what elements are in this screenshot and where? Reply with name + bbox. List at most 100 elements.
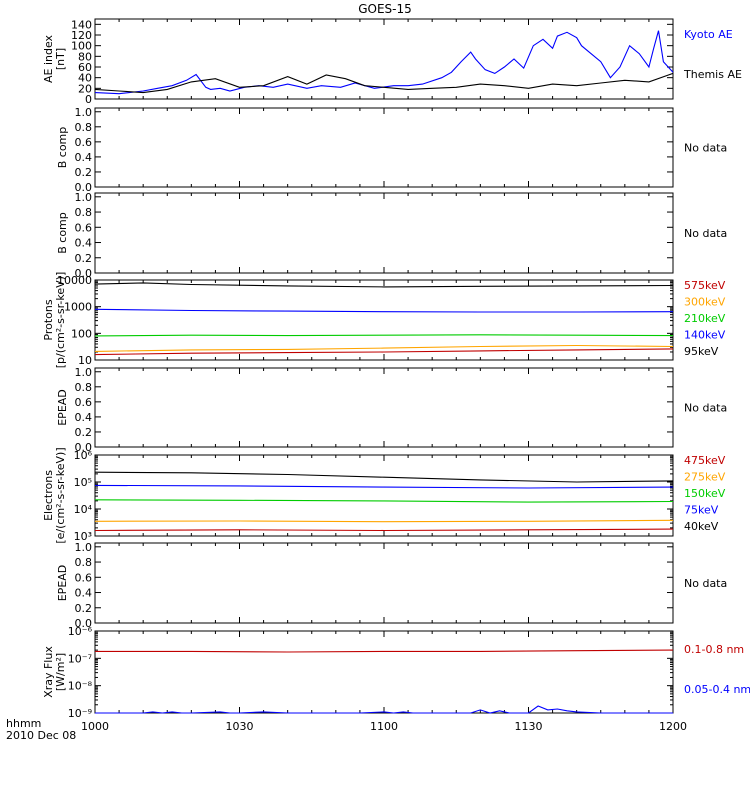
series-label: 40keV [684, 520, 719, 533]
y-tick-label: 1.0 [75, 541, 93, 554]
y-tick-label: 1.0 [75, 191, 93, 204]
x-tick-label: 1030 [226, 720, 254, 733]
y-tick-label: 0.2 [75, 426, 93, 439]
series-label: Themis AE [683, 68, 742, 81]
y-axis-label-line: Electrons [42, 470, 55, 521]
series-label: 210keV [684, 312, 726, 325]
y-tick-label: 0.8 [75, 121, 93, 134]
y-axis-label: Xray Flux[W/m²] [42, 646, 67, 698]
y-tick-label: 10³ [74, 530, 92, 543]
y-tick-label: 60 [78, 61, 92, 74]
y-tick-label: 0.4 [75, 151, 93, 164]
panel-frame [94, 367, 674, 448]
y-tick-label: 100 [71, 40, 92, 53]
y-tick-label: 10⁵ [74, 476, 92, 489]
figure-title: GOES-15 [358, 2, 412, 16]
y-tick-label: 10⁻⁷ [68, 652, 92, 665]
series-40kev [94, 471, 674, 483]
series-label: 300keV [684, 296, 726, 309]
panel-frame [94, 454, 674, 537]
series-label: 95keV [684, 345, 719, 358]
y-tick-label: 120 [71, 29, 92, 42]
series-0-05-0-4-nm [95, 705, 673, 714]
y-tick-label: 20 [78, 82, 92, 95]
y-axis-label-line: AE index [42, 34, 55, 83]
y-tick-label: 0.0 [75, 267, 93, 280]
y-tick-label: 0.0 [75, 617, 93, 630]
x-tick-label: 1130 [515, 720, 543, 733]
y-tick-label: 0.8 [75, 556, 93, 569]
panel-epead1: 0.0 0.2 0.4 0.6 0.8 1.0 EPEAD No data [56, 366, 727, 454]
y-tick-label: 1.0 [75, 366, 93, 379]
y-tick-label: 0.2 [75, 252, 93, 265]
y-tick-label: 0.2 [75, 166, 93, 179]
y-tick-label: 0.0 [75, 181, 93, 194]
no-data-label: No data [684, 142, 727, 155]
y-tick-label: 0.4 [75, 587, 93, 600]
y-tick-label: 10⁻⁶ [68, 625, 93, 638]
series-95kev [94, 282, 674, 288]
y-axis-label-line: Xray Flux [42, 646, 55, 698]
y-tick-label: 0.8 [75, 381, 93, 394]
y-axis-label-line: [W/m²] [54, 653, 67, 691]
series-150kev [94, 499, 674, 503]
series-themis-ae [94, 72, 674, 94]
series-label: 275keV [684, 471, 726, 484]
y-tick-label: 10⁴ [74, 503, 93, 516]
panel-epead2: 0.0 0.2 0.4 0.6 0.8 1.0 EPEAD No data [56, 541, 727, 630]
series-210kev [94, 334, 674, 337]
no-data-label: No data [684, 402, 727, 415]
series-label: 140keV [684, 329, 726, 342]
series-575kev [94, 348, 674, 356]
y-tick-label: 0.6 [75, 571, 93, 584]
y-tick-label: 1.0 [75, 106, 93, 119]
y-tick-label: 10⁻⁸ [68, 680, 93, 693]
series-label: Kyoto AE [684, 28, 733, 41]
y-tick-label: 10⁻⁹ [68, 707, 92, 720]
y-axis-label-line: EPEAD [56, 565, 69, 602]
x-tick-label: 1200 [659, 720, 687, 733]
y-tick-label: 10000 [57, 274, 92, 287]
panel-frame [94, 192, 674, 274]
y-axis-label: Electrons[e/(cm²-s-sr-keV)] [42, 447, 67, 543]
x-axis: 1000 1030 1100 1130 1200 [81, 720, 687, 733]
y-tick-label: 80 [78, 50, 92, 63]
series-label: 0.1-0.8 nm [684, 643, 744, 656]
panel-frame [94, 630, 674, 714]
y-tick-label: 0.6 [75, 221, 93, 234]
series-140kev [94, 308, 674, 313]
y-tick-label: 0.0 [75, 441, 93, 454]
y-axis-label: Protons[p/(cm²-s-sr-keV)] [42, 272, 67, 369]
y-axis-label: EPEAD [56, 389, 69, 426]
y-axis-label-line: B comp [56, 127, 69, 169]
y-axis-label-line: [e/(cm²-s-sr-keV)] [54, 447, 67, 543]
y-axis-label-line: [nT] [54, 48, 67, 70]
panel-frame [94, 107, 674, 188]
y-axis-label: B comp [56, 212, 69, 254]
date-label: 2010 Dec 08 [6, 729, 76, 742]
series-475kev [94, 528, 674, 532]
series-275kev [94, 519, 674, 523]
series-label: 150keV [684, 487, 726, 500]
series-75kev [94, 484, 674, 489]
y-axis-label: AE index[nT] [42, 34, 67, 83]
y-tick-label: 0.6 [75, 396, 93, 409]
x-tick-label: 1100 [370, 720, 398, 733]
no-data-label: No data [684, 577, 727, 590]
y-tick-label: 100 [71, 327, 92, 340]
y-tick-label: 0.8 [75, 206, 93, 219]
y-axis-label-line: B comp [56, 212, 69, 254]
panel-frame [94, 542, 674, 624]
series-label: 475keV [684, 454, 726, 467]
y-axis-label-line: EPEAD [56, 389, 69, 426]
y-tick-label: 0.2 [75, 602, 93, 615]
x-tick-label: 1000 [81, 720, 109, 733]
series-label: 75keV [684, 504, 719, 517]
series-300kev [94, 344, 674, 352]
panel-b2: 0.0 0.2 0.4 0.6 0.8 1.0 B comp No data [56, 191, 727, 280]
y-tick-label: 10⁶ [74, 449, 93, 462]
y-axis-label: EPEAD [56, 565, 69, 602]
